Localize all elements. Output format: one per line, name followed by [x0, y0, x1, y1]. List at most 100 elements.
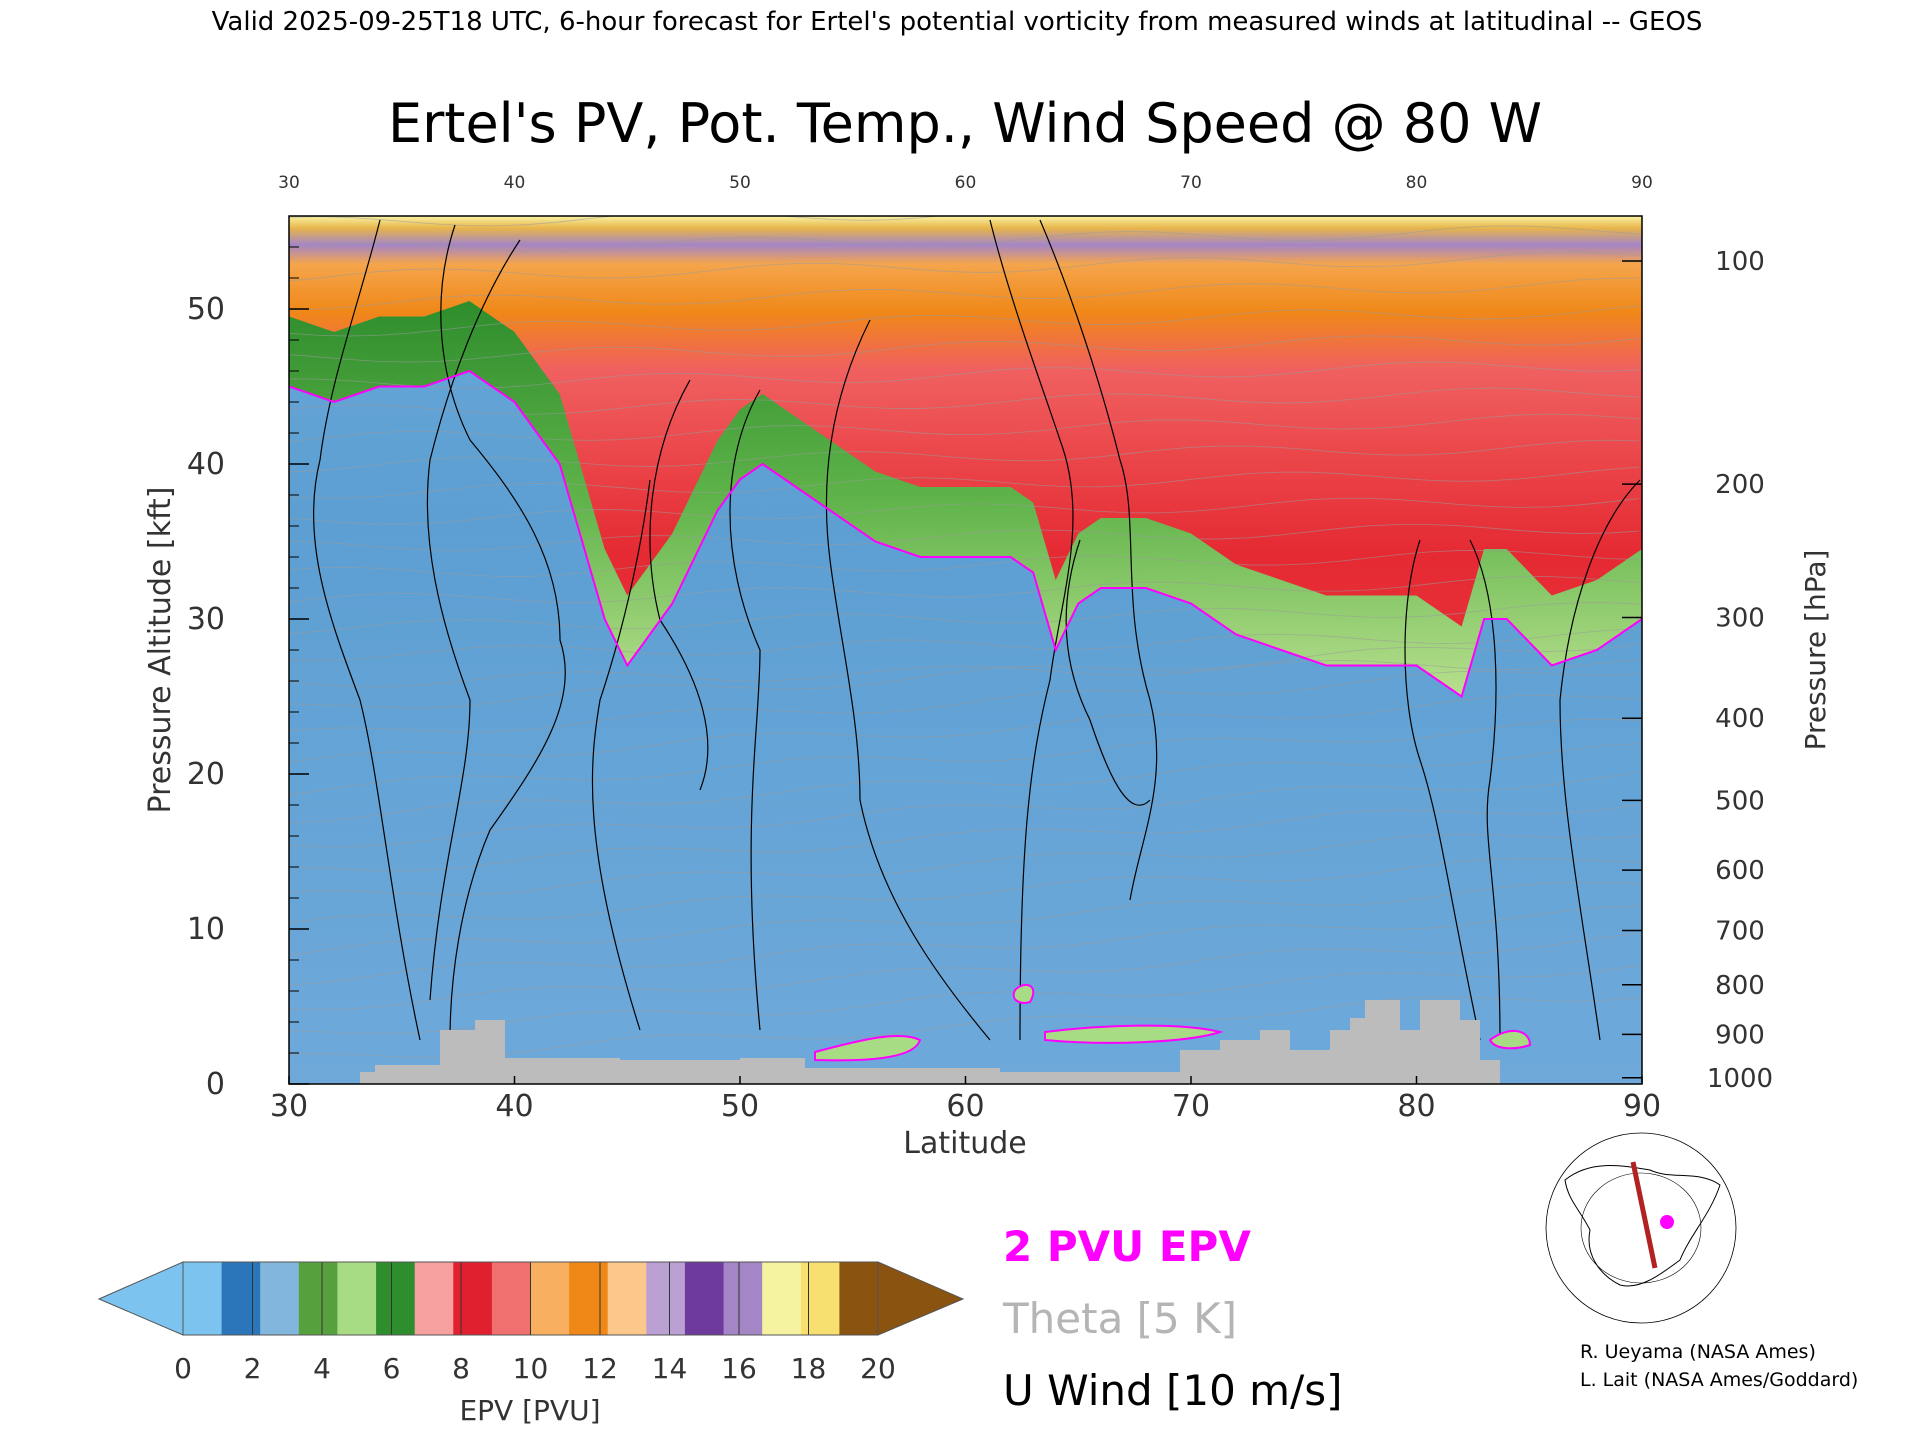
map-marker [1660, 1215, 1674, 1229]
colorbar-segment [530, 1262, 570, 1335]
plot-area [288, 215, 1643, 1085]
pressure-tick-label: 100 [1715, 247, 1765, 277]
theta-contour [289, 694, 1640, 763]
colorbar-segment [183, 1262, 223, 1335]
wind-contour [729, 389, 761, 1031]
y2-axis-label: Pressure [hPa] [1799, 550, 1832, 751]
theta-contour [289, 932, 1640, 1011]
y-tick-label: 30 [187, 602, 225, 637]
pressure-tick-label: 600 [1715, 856, 1765, 886]
colorbar-tick-label: 20 [860, 1352, 896, 1385]
pressure-tick-label: 500 [1715, 786, 1765, 816]
wind-contour [591, 479, 651, 1031]
theta-contour [289, 387, 1640, 415]
wind-contour [1065, 539, 1151, 806]
colorbar-tick-label: 0 [174, 1352, 192, 1385]
colorbar-tick-label: 4 [313, 1352, 331, 1385]
colorbar-tick-label: 6 [383, 1352, 401, 1385]
y-tick-label: 40 [187, 447, 225, 482]
theta-contour [289, 413, 1640, 443]
theta-contour [289, 644, 1640, 709]
colorbar-label: EPV [PVU] [459, 1394, 600, 1427]
tropopause-green-band [289, 301, 1642, 697]
x-tick-label: 40 [495, 1089, 533, 1124]
pressure-tick-labels: 100 200 300 400 500 600 700 800 900 1000 [1622, 247, 1773, 1094]
terrain [360, 1000, 1500, 1084]
wind-contour [1039, 219, 1158, 901]
map-section-line [1630, 1161, 1658, 1269]
y-tick-labels: 0 10 20 30 40 50 [187, 292, 225, 1102]
colorbar-tick-label: 8 [452, 1352, 470, 1385]
wind-contour [426, 239, 521, 1001]
wind-contour [1404, 539, 1481, 1041]
theta-contour [289, 996, 1640, 1059]
y-tick-label: 20 [187, 757, 225, 792]
pressure-tick-label: 300 [1715, 603, 1765, 633]
wind-contour [989, 219, 1074, 1041]
pressure-tick-label: 900 [1715, 1020, 1765, 1050]
theta-contour [289, 804, 1640, 872]
theta-contour [289, 857, 1640, 924]
pressure-tick-label: 800 [1715, 971, 1765, 1001]
x-tick-label: 50 [721, 1089, 759, 1124]
colorbar-segment [414, 1262, 454, 1335]
legend-theta: Theta [5 K] [1002, 1294, 1237, 1343]
colorbar-left-arrow [97, 1261, 184, 1336]
x-tick-label-top: 70 [1180, 173, 1202, 193]
colorbar-segment [569, 1262, 609, 1335]
colorbar-segment [723, 1262, 763, 1335]
colorbar-segment [684, 1262, 724, 1335]
y-axis-label: Pressure Altitude [kft] [143, 487, 178, 814]
tropopause-2pvu-line [289, 369, 1642, 699]
wind-contour [312, 219, 421, 1041]
y-major-ticks [289, 308, 309, 1085]
pressure-tick-label: 400 [1715, 704, 1765, 734]
low-level-pv-patches [814, 983, 1532, 1062]
colorbar-tick-label: 18 [791, 1352, 827, 1385]
map-coastline [1564, 1165, 1721, 1287]
theta-contour [289, 670, 1640, 733]
theta-contour [289, 743, 1640, 824]
colorbar-tick-label: 16 [721, 1352, 757, 1385]
credit-line-1: R. Ueyama (NASA Ames) [1580, 1341, 1816, 1363]
theta-contour [289, 550, 1640, 577]
colorbar-tick-label: 2 [244, 1352, 262, 1385]
colorbar-segment [762, 1262, 802, 1335]
x-tick-label: 90 [1623, 1089, 1661, 1124]
colorbar-tick-label: 10 [513, 1352, 549, 1385]
theta-contour [289, 833, 1640, 896]
colorbar-segment [298, 1262, 338, 1335]
theta-contour [289, 466, 1640, 499]
wind-contour [440, 224, 566, 1041]
pressure-tick-label: 200 [1715, 470, 1765, 500]
colorbar-tick-labels: 0 2 4 6 8 10 12 14 16 18 20 [174, 1352, 896, 1385]
x-tick-label-top: 60 [955, 173, 977, 193]
colorbar-right-arrow [877, 1261, 965, 1336]
theta-contour [289, 439, 1640, 473]
colorbar-segment [839, 1262, 879, 1335]
theta-contour [289, 497, 1640, 525]
locator-map-frame [1542, 1153, 1740, 1303]
x-tick-label: 30 [270, 1089, 308, 1124]
x-tick-label: 70 [1172, 1089, 1210, 1124]
x-tick-label-top: 80 [1406, 173, 1428, 193]
theta-contour [289, 216, 943, 227]
colorbar-tick-label: 12 [582, 1352, 618, 1385]
y-tick-label: 50 [187, 292, 225, 327]
x-tick-label: 60 [946, 1089, 984, 1124]
colorbar-segment [607, 1262, 647, 1335]
pressure-tick-label: 700 [1715, 917, 1765, 947]
theta-contours [289, 216, 1640, 1059]
map-latitude-ring [1580, 1172, 1702, 1284]
theta-contour [289, 964, 1640, 1035]
colorbar-segment [491, 1262, 531, 1335]
map-circle [1545, 1132, 1737, 1324]
colorbar-tick-label: 14 [652, 1352, 688, 1385]
theta-contour [289, 628, 1640, 661]
theta-contour [289, 225, 1640, 253]
colorbar-segment [646, 1262, 686, 1335]
legend-u-wind: U Wind [10 m/s] [1003, 1366, 1343, 1415]
colorbar-segment [376, 1262, 416, 1335]
stratosphere-fill [289, 216, 1642, 697]
